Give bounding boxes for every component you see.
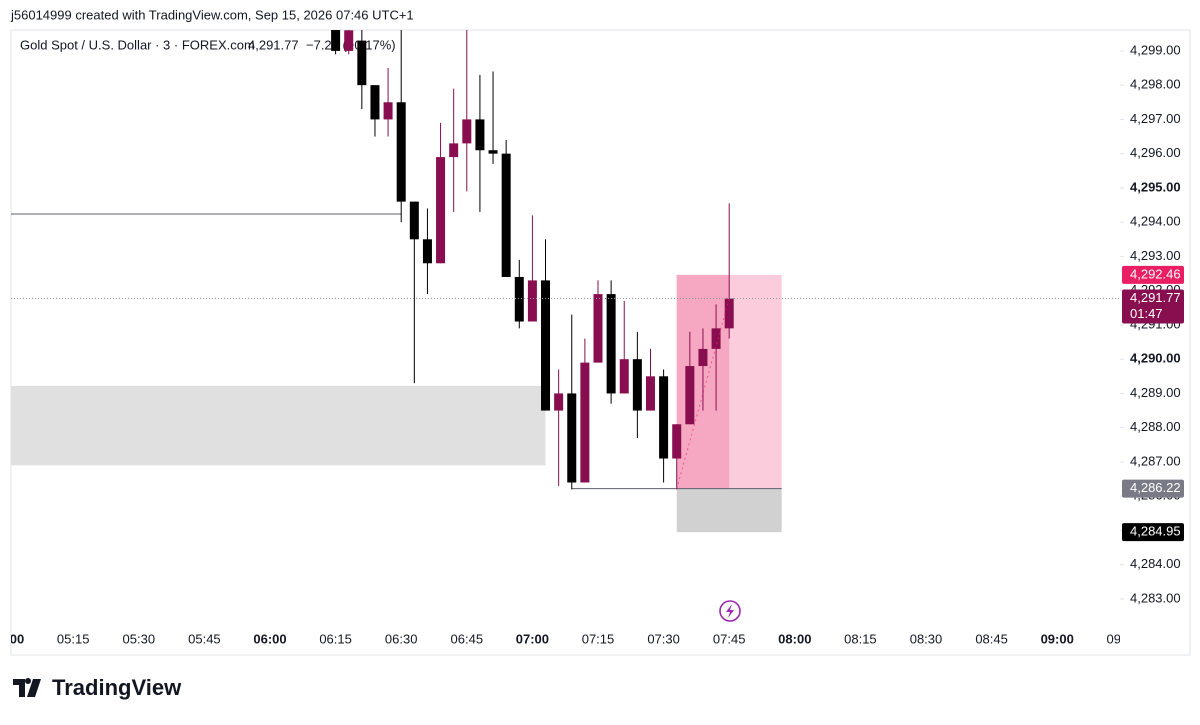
candle-body [409,201,419,240]
price-label-box [1122,265,1184,284]
brand-name: TradingView [52,675,182,700]
x-tick-label: 06:00 [253,631,286,646]
candle-body [488,150,498,154]
price-label-box [1122,523,1184,542]
x-tick-label: 09:00 [1041,631,1074,646]
x-tick-label: 08:15 [844,631,877,646]
x-tick-label: 08:45 [975,631,1008,646]
candle-body [344,30,354,51]
candle-body [645,376,655,411]
y-tick-label: 4,288.00 [1130,419,1181,434]
price-label: 4,286.22 [1130,480,1181,495]
stop-zone [676,488,782,533]
candle-body [632,359,642,411]
y-tick-label: 4,297.00 [1130,111,1181,126]
x-tick-label: 07:30 [647,631,680,646]
y-tick-label: 4,290.00 [1130,351,1181,366]
zone [11,385,546,466]
brand-logo [13,677,41,697]
x-tick-label: 07:15 [582,631,615,646]
x-tick-label: 07:45 [713,631,746,646]
credit: j56014999 created with TradingView.com, … [10,7,414,22]
y-tick-label: 4,296.00 [1130,145,1181,160]
y-tick-label: 4,283.00 [1130,590,1181,605]
y-tick-label: 4,299.00 [1130,42,1181,57]
x-tick-label: 05:00 [0,631,24,646]
candle-body [659,376,669,459]
chart-frame [10,29,1191,656]
y-tick-label: 4,293.00 [1130,248,1181,263]
x-tick-label: 05:15 [57,631,90,646]
brand: TradingView [13,675,182,700]
candle-body [541,280,551,411]
x-tick-label: 08:00 [778,631,811,646]
legend-title: Gold Spot / U.S. Dollar · 3 · FOREX.com [20,37,255,52]
x-tick-label: 08:30 [910,631,943,646]
candle-body [567,393,577,483]
x-tick-label: 05:45 [188,631,221,646]
candle-body [527,280,537,322]
candle-body [383,102,393,120]
x-tick-label: 05:30 [123,631,156,646]
candle-body [514,276,524,322]
price-label: 4,292.46 [1130,266,1181,281]
candle-body [357,40,367,86]
candle-body [370,85,380,120]
candle-body [449,143,459,158]
candle-body [396,102,406,202]
y-tick-label: 4,295.00 [1130,179,1181,194]
y-tick-label: 4,289.00 [1130,385,1181,400]
candle-body [554,393,564,411]
candle-body [685,366,695,425]
legend-price: 4,291.77 [248,37,299,52]
y-tick-label: 4,287.00 [1130,453,1181,468]
candle-body [606,294,616,394]
x-tick-label: 06:30 [385,631,418,646]
y-tick-label: 4,294.00 [1130,214,1181,229]
candle-body [331,30,341,51]
countdown: 01:47 [1130,306,1163,321]
candle-body [462,119,472,144]
candle-body [422,239,432,264]
candle-body [501,153,511,277]
candle-body [619,359,629,394]
price-label: 4,284.95 [1130,524,1181,539]
price-label-box [1122,289,1184,324]
candle-body [672,424,682,459]
plot-area [11,30,1120,533]
candle-body [593,294,603,363]
candle-body [698,348,708,367]
candle-body [724,298,734,329]
time-axis: 05:00 05:15 05:30 05:45 06:00 06:15 06:30 06:45… [0,631,1140,646]
candle-body [475,119,485,151]
event-icon [719,600,741,622]
y-tick-label: 4,284.00 [1130,556,1181,571]
x-tick-label: 06:45 [451,631,484,646]
candle-body [580,362,590,483]
price-label: 4,291.77 [1130,290,1181,305]
x-tick-label: 06:15 [319,631,352,646]
x-tick-label: 09:15 [1107,631,1140,646]
y-tick-label: 4,298.00 [1130,77,1181,92]
x-tick-label: 07:00 [516,631,549,646]
event-bolt [726,604,734,618]
candle-body [711,328,721,349]
candle-body [436,157,446,264]
price-label-box [1122,479,1184,498]
